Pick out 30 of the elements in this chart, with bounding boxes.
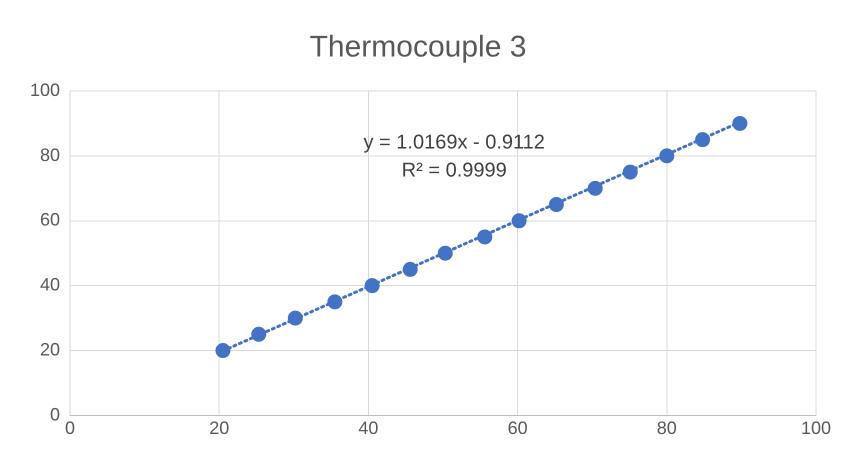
point [588, 180, 603, 196]
annotation: y = 1.0169x - 0.9112 [363, 131, 545, 154]
annotation: R² = 0.9999 [402, 159, 507, 182]
point [732, 116, 748, 131]
point [659, 148, 674, 164]
point [438, 246, 453, 261]
point [364, 278, 380, 294]
y-tick-label: 80 [40, 144, 60, 165]
y-tick-label: 40 [40, 274, 60, 295]
point [548, 197, 564, 212]
chart-title: Thermocouple 3 [310, 30, 526, 64]
point [622, 164, 638, 180]
x-tick-label: 40 [358, 418, 378, 438]
x-tick-label: 80 [656, 418, 677, 438]
y-tick-label: 60 [40, 210, 60, 230]
y-tick-label: 100 [30, 80, 60, 100]
x-tick-label: 60 [508, 418, 528, 438]
x-tick-label: 20 [209, 418, 230, 438]
x-tick-label: 0 [65, 418, 76, 438]
point [215, 343, 230, 358]
x-tick-label: 100 [800, 418, 832, 438]
point [251, 326, 266, 342]
point [695, 132, 710, 148]
point [477, 229, 492, 244]
point [402, 262, 418, 277]
point [288, 310, 303, 326]
point [327, 294, 342, 310]
y-tick-label: 0 [50, 404, 60, 424]
y-tick-label: 20 [40, 339, 60, 360]
point [512, 213, 527, 228]
